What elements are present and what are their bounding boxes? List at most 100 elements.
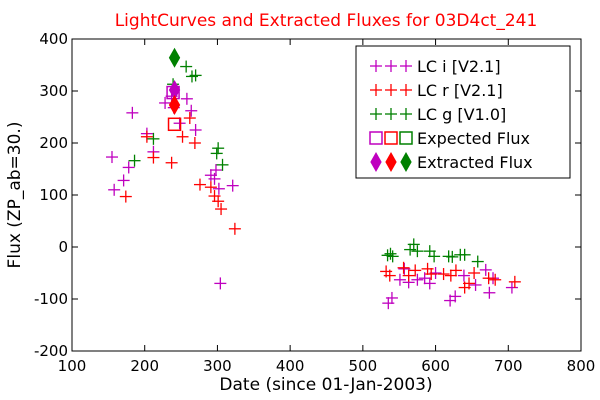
data-point xyxy=(208,172,221,185)
data-point xyxy=(381,249,394,262)
data-point xyxy=(409,264,422,277)
data-point xyxy=(449,290,462,303)
data-point xyxy=(386,250,399,263)
x-tick-label: 800 xyxy=(567,357,596,375)
data-point xyxy=(393,273,406,286)
legend-marker xyxy=(369,131,383,145)
data-point xyxy=(180,60,193,73)
extracted-flux-marker xyxy=(168,95,181,116)
data-point xyxy=(210,147,223,160)
data-point xyxy=(173,117,186,130)
data-point xyxy=(469,278,482,291)
legend: LC i [V2.1] LC r [V2.1] LC g [V1.0] Expecte… xyxy=(355,45,571,179)
data-point xyxy=(119,190,132,203)
x-tick-label: 600 xyxy=(421,357,450,375)
legend-marker xyxy=(400,108,412,120)
legend-entry: LC i [V2.1] xyxy=(417,57,501,76)
y-tick-label: 0 xyxy=(58,238,68,256)
data-point xyxy=(398,262,411,275)
expected-flux-marker xyxy=(167,117,182,132)
x-tick-label: 700 xyxy=(494,357,523,375)
data-point xyxy=(212,195,225,208)
data-point xyxy=(482,272,495,285)
x-tick-label: 500 xyxy=(349,357,378,375)
legend-marker xyxy=(370,151,382,173)
data-point xyxy=(489,273,502,286)
data-point xyxy=(428,250,441,263)
data-point xyxy=(126,106,139,119)
data-point xyxy=(383,269,396,282)
data-point xyxy=(159,96,172,109)
data-point xyxy=(185,104,198,117)
legend-marker xyxy=(385,151,397,173)
data-point xyxy=(108,183,121,196)
data-point xyxy=(397,261,410,274)
data-point xyxy=(189,69,202,82)
y-axis-label: Flux (ZP_ab=30.) xyxy=(5,122,25,269)
chart-title: LightCurves and Extracted Fluxes for 03D… xyxy=(115,11,538,31)
legend-marker xyxy=(399,131,413,145)
data-point xyxy=(468,267,481,279)
data-point xyxy=(418,272,431,285)
plot-frame xyxy=(71,38,582,352)
data-point xyxy=(385,291,398,304)
data-point xyxy=(105,151,118,164)
legend-entry: Expected Flux xyxy=(417,129,530,148)
data-point xyxy=(226,179,239,192)
legend-entry: LC g [V1.0] xyxy=(417,105,506,124)
legend-marker xyxy=(385,60,397,72)
data-point xyxy=(214,277,227,290)
data-point xyxy=(437,268,450,281)
data-marks xyxy=(105,47,521,310)
legend-marker xyxy=(400,84,412,96)
axis-tick-labels: 100 200 300 400 500 600 700 800 -200 -100 0 100 200 3… xyxy=(34,30,595,375)
x-tick-label: 300 xyxy=(203,357,232,375)
data-point xyxy=(407,238,420,251)
data-point xyxy=(180,92,193,105)
legend-marker xyxy=(385,108,397,120)
data-point xyxy=(193,178,206,191)
data-point xyxy=(505,281,518,294)
data-point xyxy=(411,245,424,258)
y-tick-label: 100 xyxy=(39,186,68,204)
data-point xyxy=(212,142,225,155)
legend-marker xyxy=(370,60,382,72)
data-point xyxy=(384,247,397,260)
data-point xyxy=(212,182,225,195)
legend-marker xyxy=(384,131,398,145)
legend-marker xyxy=(400,60,412,72)
data-point xyxy=(483,286,496,299)
data-point xyxy=(508,275,521,288)
data-point xyxy=(423,277,436,290)
data-point xyxy=(449,264,462,277)
data-point xyxy=(204,181,217,194)
data-point xyxy=(165,156,178,169)
data-point xyxy=(128,154,141,167)
data-point xyxy=(189,124,202,136)
y-tick-label: -200 xyxy=(34,342,68,360)
data-point xyxy=(147,151,160,164)
y-tick-label: -100 xyxy=(34,290,68,308)
data-point xyxy=(183,112,196,125)
data-point xyxy=(216,158,229,171)
legend-marker xyxy=(400,151,412,173)
data-point xyxy=(117,174,130,187)
data-point xyxy=(122,161,135,174)
data-point xyxy=(446,250,459,263)
data-point xyxy=(209,164,222,177)
legend-marker xyxy=(370,108,382,120)
y-tick-label: 400 xyxy=(39,30,68,48)
x-tick-label: 200 xyxy=(130,357,159,375)
data-point xyxy=(147,132,160,145)
legend-marker xyxy=(370,84,382,96)
y-tick-label: 200 xyxy=(39,134,68,152)
legend-entry: LC r [V2.1] xyxy=(417,81,503,100)
data-point xyxy=(457,269,470,282)
data-point xyxy=(411,273,424,286)
x-axis-label: Date (since 01-Jan-2003) xyxy=(219,375,432,395)
data-point xyxy=(479,263,492,276)
legend-entry: Extracted Flux xyxy=(417,153,533,172)
data-point xyxy=(140,130,153,143)
data-point xyxy=(458,248,471,261)
